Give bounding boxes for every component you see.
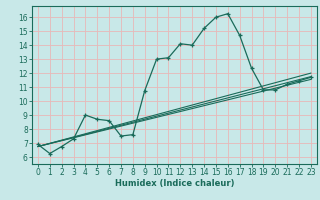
X-axis label: Humidex (Indice chaleur): Humidex (Indice chaleur) (115, 179, 234, 188)
